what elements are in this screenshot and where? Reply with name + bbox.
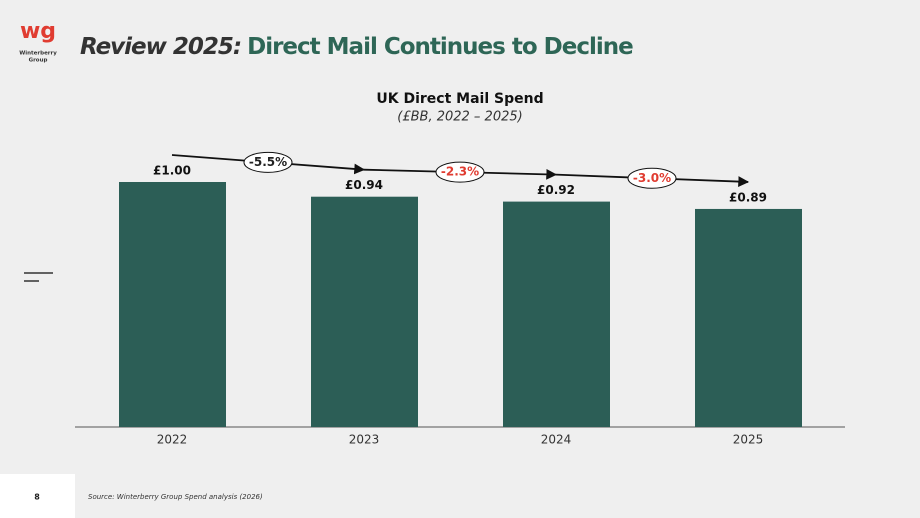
- chart-subtitle: (£BB, 2022 – 2025): [397, 110, 522, 125]
- change-label: -3.0%: [633, 171, 671, 185]
- change-badge: [243, 151, 293, 173]
- change-badge: [435, 161, 485, 183]
- change-label: -2.3%: [441, 165, 479, 179]
- title-main: Direct Mail Continues to Decline: [247, 34, 633, 60]
- x-tick-label: 2025: [733, 433, 764, 447]
- logo-mark: wg: [20, 19, 56, 44]
- chart-title: UK Direct Mail Spend: [376, 91, 543, 107]
- change-badge: [627, 167, 677, 189]
- value-label: £0.92: [537, 183, 575, 197]
- bar: [695, 208, 802, 427]
- value-label: £0.89: [729, 190, 767, 204]
- x-tick-label: 2023: [349, 433, 380, 447]
- change-label: -5.5%: [249, 155, 287, 169]
- x-tick-label: 2024: [541, 433, 572, 447]
- title-lead: Review 2025:: [80, 34, 241, 60]
- value-label: £1.00: [153, 164, 191, 178]
- source: Source: Winterberry Group Spend analysis…: [88, 493, 263, 501]
- logo-name: Group: [29, 58, 48, 64]
- x-tick-label: 2022: [157, 433, 188, 447]
- value-label: £0.94: [345, 178, 383, 192]
- page-number: 8: [34, 493, 40, 502]
- bar: [119, 182, 226, 427]
- bar: [311, 196, 418, 427]
- page-title: Review 2025: Direct Mail Continues to Dec…: [80, 34, 633, 60]
- page-number-box: [0, 474, 75, 518]
- logo-name: Winterberry: [19, 51, 57, 57]
- bar: [503, 201, 610, 427]
